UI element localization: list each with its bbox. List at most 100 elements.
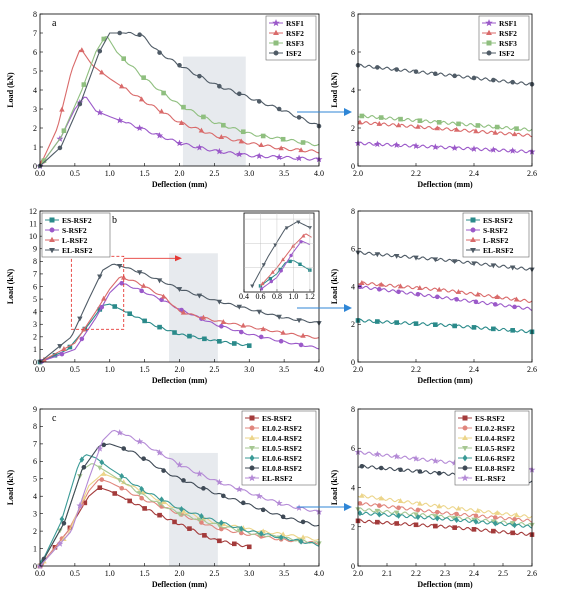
data-point — [127, 311, 132, 317]
data-point — [417, 469, 423, 474]
data-point — [300, 140, 306, 145]
data-point — [415, 507, 421, 513]
data-point — [433, 322, 438, 327]
data-point — [139, 495, 144, 501]
data-point — [196, 517, 203, 523]
data-point — [97, 48, 103, 54]
data-point — [215, 478, 223, 486]
series-line — [357, 284, 533, 311]
x-tick-label: 1.0 — [105, 365, 115, 374]
y-tick-label: 8 — [33, 257, 37, 266]
x-axis-title: Deflection (mm) — [152, 376, 208, 385]
data-point — [489, 146, 497, 153]
legend-swatch-marker — [462, 465, 468, 471]
data-point — [452, 323, 457, 329]
data-point — [172, 519, 177, 525]
data-point — [378, 115, 384, 120]
data-point — [394, 320, 399, 325]
data-point — [289, 253, 293, 258]
y-tick-label: 4 — [351, 282, 355, 291]
series-line — [39, 36, 320, 167]
data-point — [473, 128, 479, 134]
data-point — [300, 332, 306, 338]
data-point — [157, 512, 162, 518]
data-point — [156, 131, 164, 139]
series-line — [357, 250, 533, 271]
x-tick-label: 2.0 — [353, 169, 363, 178]
data-point — [296, 318, 302, 324]
data-point — [76, 502, 84, 509]
x-tick-label: 2.3 — [440, 569, 450, 578]
data-point — [141, 75, 146, 80]
data-point — [473, 513, 479, 519]
data-point — [451, 144, 459, 151]
data-point — [415, 513, 421, 521]
data-point — [59, 351, 65, 357]
x-tick-label: 2.6 — [527, 169, 537, 178]
legend-label: RSF2 — [499, 29, 517, 38]
x-tick-label: 1.5 — [140, 569, 150, 578]
data-point — [280, 531, 286, 537]
data-point — [433, 523, 438, 529]
x-tick-label: 2.2 — [411, 569, 421, 578]
legend-swatch-marker — [486, 50, 492, 56]
data-point — [101, 470, 107, 476]
y-tick-label: 4 — [351, 86, 355, 95]
series-RSF3 — [39, 36, 320, 167]
x-tick-label: 1.5 — [140, 169, 150, 178]
data-point — [269, 279, 274, 284]
data-point — [138, 96, 145, 102]
data-point — [238, 525, 244, 532]
y-tick-label: 2 — [351, 124, 355, 133]
data-point — [236, 304, 242, 310]
data-point — [136, 437, 144, 445]
data-point — [491, 77, 496, 83]
data-point — [510, 530, 515, 536]
zoom-connector-arrow-head — [344, 108, 352, 116]
series-EL-RSF2 — [355, 250, 535, 273]
legend-swatch-marker — [273, 50, 279, 56]
data-point — [240, 129, 246, 135]
data-point — [256, 309, 262, 315]
data-point — [455, 289, 462, 294]
legend-swatch-marker — [249, 454, 255, 462]
data-point — [180, 309, 187, 315]
chart-c_zoom: 2.0 2.1 2.2 2.3 2.4 2.5 2.6 0 2 4 6 8 Deflection (mm… — [330, 405, 537, 589]
y-tick-label: 6 — [351, 48, 355, 57]
data-point — [97, 485, 103, 490]
data-point — [417, 285, 423, 290]
data-point — [471, 75, 477, 81]
data-point — [139, 485, 145, 493]
legend-swatch-marker — [49, 227, 55, 233]
data-point — [177, 63, 182, 68]
data-point — [276, 314, 282, 320]
legend-swatch-marker — [249, 445, 255, 452]
data-point — [81, 82, 87, 87]
legend-swatch-marker — [462, 445, 468, 452]
series-line — [39, 276, 320, 363]
x-tick-label: 2.6 — [527, 365, 537, 374]
data-point — [375, 519, 380, 525]
data-point — [490, 263, 497, 269]
series-L-RSF2 — [357, 280, 533, 304]
data-point — [278, 338, 284, 344]
y-axis-title: Load (kN) — [330, 268, 339, 304]
data-point — [280, 257, 285, 262]
y-tick-label: 4 — [33, 492, 37, 501]
data-point — [280, 329, 286, 335]
x-tick-label: 0.5 — [70, 169, 80, 178]
data-point — [301, 233, 306, 238]
data-point — [256, 99, 262, 104]
x-axis-title: Deflection (mm) — [417, 580, 473, 589]
series-EL0.8-RSF2 — [39, 442, 320, 567]
chart-b_zoom: 2.0 2.2 2.4 2.6 0 2 4 6 8 Deflection (mm) Load (kN… — [330, 207, 537, 385]
legend-swatch-marker — [249, 465, 255, 471]
legend-label: EL0.4-RSF2 — [262, 434, 302, 443]
data-point — [260, 326, 266, 332]
data-point — [412, 142, 420, 149]
data-point — [157, 50, 162, 55]
data-point — [181, 104, 186, 110]
data-point — [452, 525, 457, 530]
data-point — [240, 322, 246, 328]
